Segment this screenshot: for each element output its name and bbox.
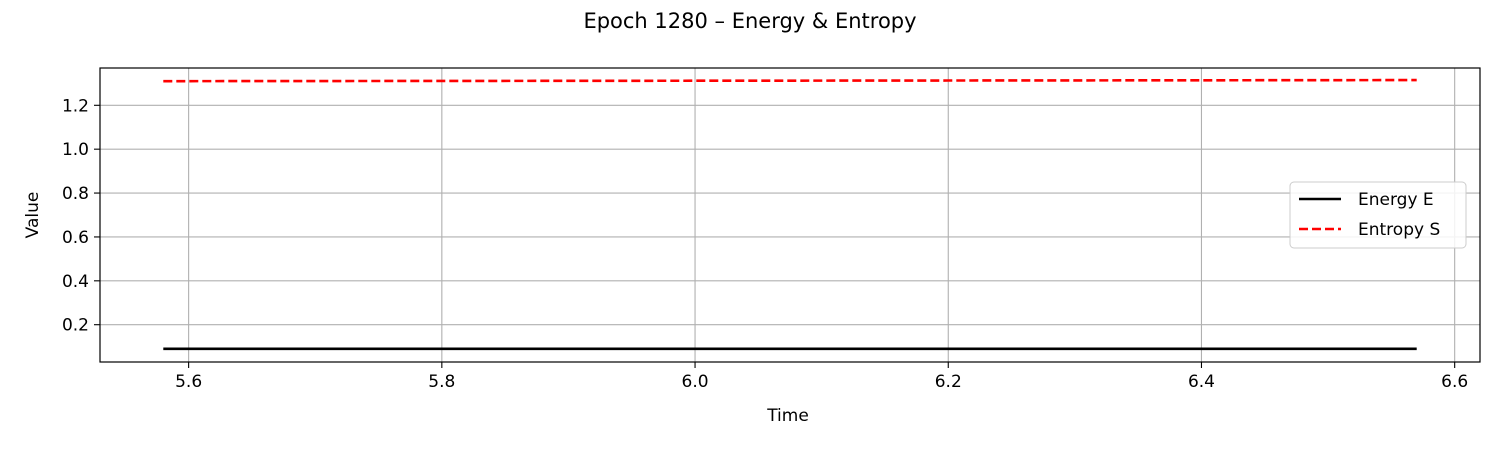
x-tick-label: 6.2 xyxy=(935,372,962,392)
y-axis-ticks: 0.2 0.4 0.6 0.8 1.0 1.2 xyxy=(62,96,100,336)
x-axis-title: Time xyxy=(766,406,809,426)
y-tick-label: 0.2 xyxy=(62,316,89,336)
plot-area xyxy=(100,68,1480,362)
legend-label: Energy E xyxy=(1358,190,1434,210)
y-tick-label: 1.0 xyxy=(62,140,89,160)
legend-label: Entropy S xyxy=(1358,220,1440,240)
y-tick-label: 0.4 xyxy=(62,272,89,292)
y-tick-label: 0.6 xyxy=(62,228,89,248)
plot-frame xyxy=(99,67,1481,363)
series-lines xyxy=(163,78,1417,351)
x-tick-label: 5.6 xyxy=(175,372,202,392)
series-line-entropy xyxy=(163,78,1417,83)
y-axis-title: Value xyxy=(23,192,43,239)
x-tick-label: 6.0 xyxy=(682,372,709,392)
legend: Energy E Entropy S xyxy=(1289,181,1467,249)
x-tick-label: 6.6 xyxy=(1441,372,1468,392)
chart-title: Epoch 1280 – Energy & Entropy xyxy=(583,9,916,33)
grid-lines xyxy=(100,68,1480,362)
x-axis-ticks: 5.6 5.8 6.0 6.2 6.4 6.6 xyxy=(175,362,1468,392)
x-tick-label: 6.4 xyxy=(1188,372,1215,392)
y-tick-label: 1.2 xyxy=(62,96,89,116)
x-tick-label: 5.8 xyxy=(428,372,455,392)
y-tick-label: 0.8 xyxy=(62,184,89,204)
